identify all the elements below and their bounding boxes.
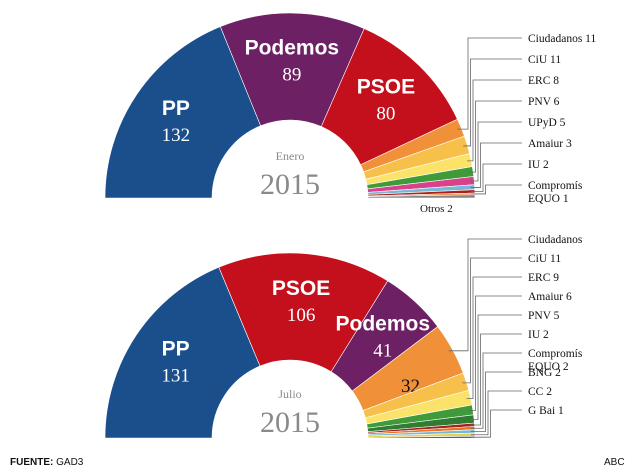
center-year: 2015 bbox=[260, 406, 320, 439]
side-label-ciudadanos: Ciudadanos bbox=[528, 234, 583, 246]
leader-line-comprom-s-equo bbox=[470, 184, 522, 195]
leader-line-ciu bbox=[463, 58, 522, 147]
side-label-amaiur: Amaiur 6 bbox=[528, 291, 572, 303]
side-label-iu: IU 2 bbox=[528, 329, 549, 341]
side-label-bng: BNG 2 bbox=[528, 367, 561, 379]
center-month: Julio bbox=[278, 387, 301, 401]
side-label-otros: Otros 2 bbox=[420, 203, 453, 215]
leader-line-ciu bbox=[462, 257, 522, 384]
side-label-upyd: UPyD 5 bbox=[528, 117, 566, 129]
center-month: Enero bbox=[276, 149, 305, 163]
slice-podemos bbox=[219, 12, 365, 127]
leader-line-bng bbox=[470, 371, 522, 432]
side-label-ciudadanos: Ciudadanos 11 bbox=[528, 33, 596, 45]
leader-line-pnv bbox=[469, 100, 522, 173]
side-label-comprom-s-equo: Compromís bbox=[528, 180, 583, 192]
slice-value-psoe: 106 bbox=[287, 305, 316, 326]
leader-line-amaiur bbox=[468, 295, 522, 411]
slice-value-pp: 131 bbox=[161, 366, 190, 387]
leader-line-iu bbox=[470, 333, 522, 426]
source-note: FUENTE: GAD3 bbox=[10, 457, 83, 468]
slice-pp bbox=[104, 266, 261, 439]
side-label-ciu: CiU 11 bbox=[528, 253, 561, 265]
center-year: 2015 bbox=[260, 168, 320, 201]
leader-line-erc bbox=[467, 79, 522, 162]
slice-value-pp: 132 bbox=[162, 125, 191, 146]
leader-line-amaiur bbox=[470, 142, 522, 188]
side-label-erc: ERC 9 bbox=[528, 272, 559, 284]
leader-line-erc bbox=[466, 276, 522, 399]
leader-line-upyd bbox=[470, 121, 522, 182]
leader-line-pnv bbox=[470, 314, 522, 420]
side-label2-comprom-s-equo: EQUO 2 bbox=[528, 361, 569, 373]
slice-value-podemos: 89 bbox=[282, 65, 301, 86]
leader-line-iu bbox=[470, 163, 522, 192]
side-label2-comprom-s-equo: EQUO 1 bbox=[528, 193, 569, 205]
slice-label-podemos: Podemos bbox=[336, 313, 431, 336]
slice-otros bbox=[367, 194, 476, 199]
slice-label-pp: PP bbox=[162, 97, 190, 120]
source-label: FUENTE: bbox=[10, 457, 54, 468]
slice-value-podemos: 41 bbox=[373, 341, 392, 362]
publisher-label: ABC bbox=[604, 457, 625, 468]
source-value: GAD3 bbox=[56, 457, 84, 468]
hemicycle-enero: PP 132 Podemos 89 PSOE 80 Ciudadanos 11 CiU 11 E… bbox=[104, 12, 596, 215]
leader-line-ciudadanos bbox=[457, 37, 522, 130]
side-label-comprom-s-equo: Compromís bbox=[528, 348, 583, 360]
leader-line-comprom-s-equo bbox=[470, 352, 522, 429]
side-label-cc: CC 2 bbox=[528, 386, 552, 398]
leader-line-g-bai bbox=[470, 409, 522, 438]
slice-label-pp: PP bbox=[162, 338, 190, 361]
side-label-ciu: CiU 11 bbox=[528, 54, 561, 66]
slice-psoe bbox=[218, 252, 389, 373]
side-label-pnv: PNV 6 bbox=[528, 96, 560, 108]
side-label-iu: IU 2 bbox=[528, 159, 549, 171]
slice-label-podemos: Podemos bbox=[245, 37, 340, 60]
slice-label-psoe: PSOE bbox=[272, 277, 330, 300]
side-label-g-bai: G Bai 1 bbox=[528, 405, 564, 417]
side-label-amaiur: Amaiur 3 bbox=[528, 138, 572, 150]
leader-line-ciudadanos bbox=[448, 238, 522, 352]
leader-line-cc bbox=[470, 390, 522, 436]
slice-value-psoe: 80 bbox=[376, 103, 395, 124]
slice-pp bbox=[104, 26, 262, 199]
slice-label-psoe: PSOE bbox=[357, 75, 415, 98]
side-label-pnv: PNV 5 bbox=[528, 310, 560, 322]
side-label-erc: ERC 8 bbox=[528, 75, 559, 87]
